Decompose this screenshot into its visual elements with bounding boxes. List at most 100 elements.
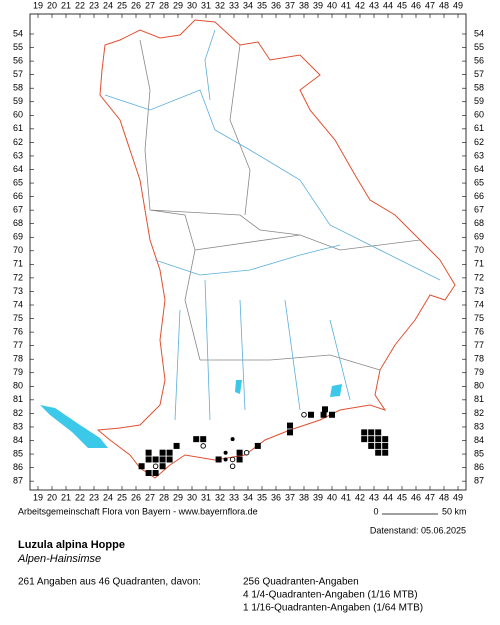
record-square (236, 456, 243, 463)
y-tick-label: 85 (474, 448, 484, 458)
y-tick-label: 72 (474, 272, 484, 282)
x-tick-label: 46 (411, 0, 421, 10)
x-tick-label: 45 (397, 0, 407, 10)
x-tick-label: 26 (131, 0, 141, 10)
y-tick-label: 84 (474, 435, 484, 445)
y-tick-label: 55 (474, 42, 484, 52)
y-tick-label: 84 (13, 435, 23, 445)
y-tick-label: 73 (13, 286, 23, 296)
lake-ammersee (235, 380, 242, 394)
x-tick-label: 19 (33, 0, 43, 10)
y-tick-label: 77 (474, 340, 484, 350)
lake-chiemsee (330, 384, 342, 397)
scale-end: 50 km (442, 506, 467, 516)
record-square (215, 456, 222, 463)
record-circle (243, 449, 250, 456)
detail: 4 1/4-Quadranten-Angaben (1/16 MTB) (243, 590, 418, 601)
y-tick-label: 56 (13, 55, 23, 65)
x-tick-label: 34 (243, 0, 253, 10)
x-tick-label: 22 (75, 492, 85, 502)
record-square (254, 442, 261, 449)
x-tick-label: 25 (117, 0, 127, 10)
credit: Arbeitsgemeinschaft Flora von Bayern - w… (18, 506, 258, 516)
x-tick-label: 30 (187, 492, 197, 502)
x-tick-label: 44 (383, 0, 393, 10)
record-square (193, 436, 200, 443)
y-tick-label: 66 (13, 191, 23, 201)
x-tick-label: 35 (257, 492, 267, 502)
record-square (320, 411, 327, 418)
y-tick-label: 54 (13, 28, 23, 38)
y-tick-label: 75 (474, 313, 484, 323)
y-tick-label: 83 (13, 421, 23, 431)
y-tick-label: 85 (13, 448, 23, 458)
record-square (200, 436, 207, 443)
y-tick-label: 80 (474, 381, 484, 391)
x-tick-label: 28 (159, 0, 169, 10)
record-dot (230, 437, 235, 442)
record-circle (229, 456, 236, 463)
record-square (308, 411, 314, 418)
y-tick-label: 62 (13, 137, 23, 147)
y-tick-label: 70 (13, 245, 23, 255)
y-tick-label: 82 (13, 408, 23, 418)
y-tick-label: 73 (474, 286, 484, 296)
record-square (159, 463, 166, 470)
x-tick-label: 48 (439, 492, 449, 502)
x-tick-label: 19 (33, 492, 43, 502)
record-square (145, 456, 152, 463)
detail: 256 Quadranten-Angaben (243, 577, 359, 588)
record-square (329, 411, 335, 418)
x-tick-label: 22 (75, 0, 85, 10)
x-tick-label: 43 (369, 0, 379, 10)
record-square (166, 449, 173, 456)
record-square (368, 442, 375, 449)
x-tick-label: 24 (103, 492, 113, 502)
y-tick-label: 60 (474, 110, 484, 120)
y-tick-label: 67 (474, 205, 484, 215)
y-tick-label: 56 (474, 55, 484, 65)
y-tick-label: 86 (13, 462, 23, 472)
y-tick-label: 83 (474, 421, 484, 431)
x-tick-label: 27 (145, 492, 155, 502)
y-tick-label: 74 (474, 299, 484, 309)
y-tick-label: 71 (474, 259, 484, 269)
x-tick-label: 31 (201, 492, 211, 502)
y-tick-label: 63 (474, 150, 484, 160)
y-tick-label: 87 (13, 476, 23, 486)
record-square (382, 442, 389, 449)
record-dot (223, 450, 228, 455)
x-tick-label: 47 (425, 0, 435, 10)
record-square (375, 442, 382, 449)
x-tick-label: 36 (271, 0, 281, 10)
y-tick-label: 61 (474, 123, 484, 133)
summary: 261 Angaben aus 46 Quadranten, davon: (18, 577, 201, 588)
y-tick-label: 58 (474, 83, 484, 93)
x-tick-label: 32 (215, 492, 225, 502)
data-date: Datenstand: 05.06.2025 (370, 525, 466, 535)
y-tick-label: 86 (474, 462, 484, 472)
x-tick-label: 33 (229, 492, 239, 502)
y-tick-label: 65 (13, 177, 23, 187)
y-tick-label: 76 (474, 326, 484, 336)
x-tick-label: 20 (47, 492, 57, 502)
detail: 1 1/16-Quadranten-Angaben (1/64 MTB) (243, 603, 423, 614)
x-tick-label: 40 (327, 492, 337, 502)
y-tick-label: 81 (13, 394, 23, 404)
map-frame (29, 13, 467, 491)
x-tick-label: 29 (173, 0, 183, 10)
record-square (361, 429, 368, 436)
y-tick-label: 82 (474, 408, 484, 418)
x-tick-label: 32 (215, 0, 225, 10)
record-square (152, 456, 159, 463)
x-tick-label: 23 (89, 0, 99, 10)
y-tick-label: 59 (13, 96, 23, 106)
y-tick-label: 69 (13, 232, 23, 242)
x-tick-label: 21 (61, 0, 71, 10)
x-tick-label: 42 (355, 492, 365, 502)
record-circle (229, 463, 236, 469)
x-tick-label: 48 (439, 0, 449, 10)
y-tick-label: 64 (474, 164, 484, 174)
y-tick-label: 80 (13, 381, 23, 391)
